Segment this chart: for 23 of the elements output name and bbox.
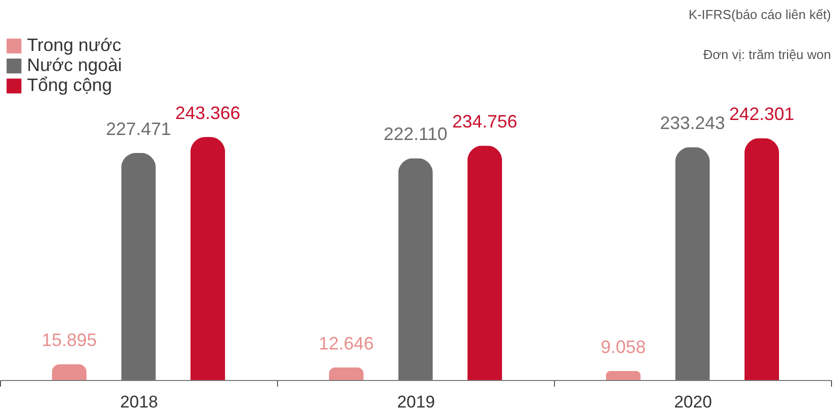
bar [744,138,780,380]
legend-label: Tổng cộng [27,75,112,95]
data-label: 243.366 [175,103,240,123]
legend-label: Nước ngoài [27,55,122,75]
data-label: 15.895 [42,330,97,350]
data-label: 233.243 [660,113,726,134]
text: Đơn vị: trăm triệu won [703,47,831,62]
x-tick-label: 2020 [674,392,712,412]
data-label: 242.301 [729,104,794,124]
text: K-IFRS(báo cáo liên kết) [688,7,831,22]
data-label: 227.471 [106,118,172,139]
x-tick-label: 2018 [120,392,158,412]
bar [467,146,502,380]
legend-label: Trong nước [27,35,122,55]
data-label: 9.058 [600,336,646,357]
x-tick-label: 2019 [397,392,435,412]
data-label: 12.646 [318,333,374,354]
bar [52,364,87,380]
data-label: 222.110 [384,124,448,144]
bar [606,370,641,380]
bar [190,137,226,380]
bar [328,367,364,380]
data-label: 234.756 [452,112,518,132]
